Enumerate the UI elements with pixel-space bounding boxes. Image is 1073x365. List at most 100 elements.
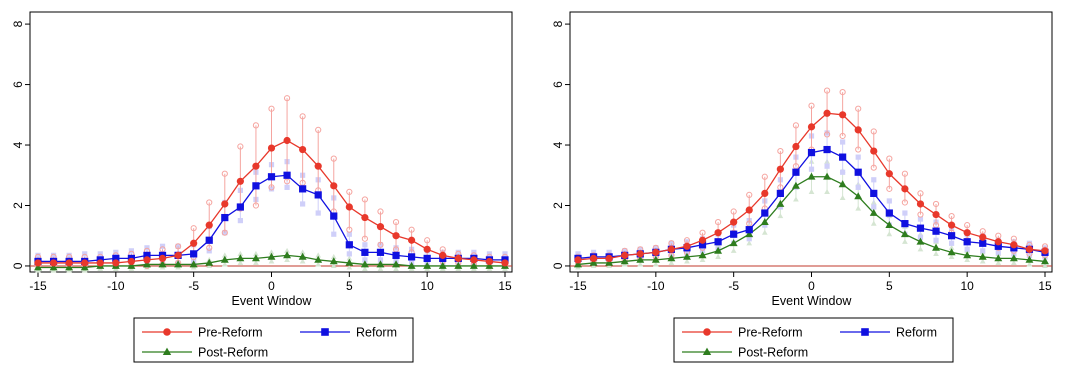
ci-lower-marker [808, 188, 815, 194]
x-tick-label: -5 [728, 279, 739, 293]
data-point [683, 242, 691, 250]
data-point [251, 254, 260, 262]
ci-upper-marker [299, 113, 306, 120]
y-tick-label: 2 [551, 202, 565, 209]
ci-lower-marker [361, 235, 368, 242]
ci-lower-marker [699, 256, 706, 262]
data-point [621, 251, 629, 259]
data-point [745, 206, 753, 214]
ci-upper-marker [221, 252, 228, 258]
x-tick-label: 5 [886, 279, 893, 293]
data-point [963, 251, 972, 259]
data-point [761, 209, 769, 217]
data-point [96, 259, 104, 267]
data-point [885, 220, 894, 229]
y-tick-label: 6 [551, 81, 565, 88]
data-point [143, 260, 151, 268]
legend-marker [162, 347, 172, 356]
data-point [885, 209, 893, 217]
ci-lower-marker [346, 264, 353, 270]
data-point [236, 203, 244, 211]
data-point [823, 145, 831, 154]
data-point [605, 258, 614, 266]
ci-upper-marker [284, 247, 290, 253]
data-point [112, 259, 120, 267]
data-point [776, 199, 785, 207]
ci-upper-marker [190, 225, 197, 232]
x-tick-label: 10 [420, 279, 434, 293]
ci-lower-marker [824, 163, 830, 169]
legend-label: Pre-Reform [198, 326, 263, 340]
ci-lower-marker [995, 259, 1002, 266]
ci-lower-marker [300, 201, 306, 207]
data-point [252, 182, 260, 190]
data-point [916, 224, 925, 232]
data-point [392, 251, 400, 259]
data-point [314, 191, 322, 199]
ci-upper-marker [823, 87, 831, 94]
data-point [283, 136, 291, 145]
y-tick-label: 0 [11, 262, 25, 269]
data-point [376, 248, 385, 256]
data-point [267, 252, 276, 260]
data-point [408, 236, 416, 244]
ci-lower-marker [331, 231, 337, 237]
ci-lower-marker [284, 256, 290, 262]
ci-lower-marker [268, 186, 275, 192]
ci-upper-marker [237, 143, 244, 150]
y-tick-label: 4 [551, 141, 565, 148]
y-tick-label: 6 [11, 81, 25, 88]
ci-upper-marker [699, 229, 706, 236]
ci-upper-marker [253, 250, 259, 256]
data-point [667, 254, 676, 262]
data-point [1041, 257, 1049, 265]
ci-upper-marker [175, 243, 182, 250]
data-point [438, 261, 447, 269]
ci-lower-marker [793, 196, 799, 202]
ci-lower-marker [777, 204, 783, 210]
event-chart-right: 0 2 4 6 8 -15 -10 -5 0 5 10 15 Event Window Pre-Refor… [540, 0, 1070, 365]
ci-lower-marker [839, 194, 846, 201]
data-point [776, 165, 784, 173]
ci-lower-marker [979, 258, 986, 264]
data-point [34, 263, 42, 271]
ci-lower-marker [377, 257, 384, 263]
data-point [220, 255, 229, 263]
data-point [714, 246, 723, 254]
ci-lower-marker [855, 146, 862, 153]
data-point [636, 255, 645, 263]
y-tick-label: 8 [551, 20, 565, 27]
legend-marker [703, 328, 711, 336]
ci-upper-marker [839, 89, 846, 96]
ci-lower-marker [746, 240, 753, 246]
ci-lower-marker [933, 250, 939, 256]
ci-upper-marker [330, 155, 337, 162]
data-point [345, 258, 354, 266]
ci-lower-marker [995, 249, 1001, 255]
data-point [698, 241, 707, 249]
ci-upper-marker [268, 249, 275, 255]
data-point [776, 189, 784, 197]
data-point [283, 251, 292, 259]
ci-lower-marker [933, 237, 939, 243]
ci-upper-marker [377, 208, 384, 215]
data-point [807, 172, 816, 180]
series-pre-reform [574, 109, 1049, 264]
data-point [1025, 255, 1034, 263]
data-point [947, 248, 956, 256]
ci-upper-marker [715, 219, 722, 226]
ci-upper-marker [377, 242, 384, 248]
ci-lower-marker [1026, 252, 1033, 258]
data-point [652, 248, 660, 256]
ci-upper-marker [252, 122, 260, 129]
legend-marker [861, 328, 869, 336]
data-point [994, 242, 1002, 250]
ci-upper-marker [902, 210, 908, 216]
data-point [869, 208, 878, 216]
data-point [205, 221, 213, 229]
ci-upper-marker [761, 173, 768, 180]
legend-label: Post-Reform [738, 346, 808, 360]
ci-upper-marker [917, 216, 924, 222]
data-point [714, 229, 722, 237]
ci-upper-marker [424, 237, 431, 244]
